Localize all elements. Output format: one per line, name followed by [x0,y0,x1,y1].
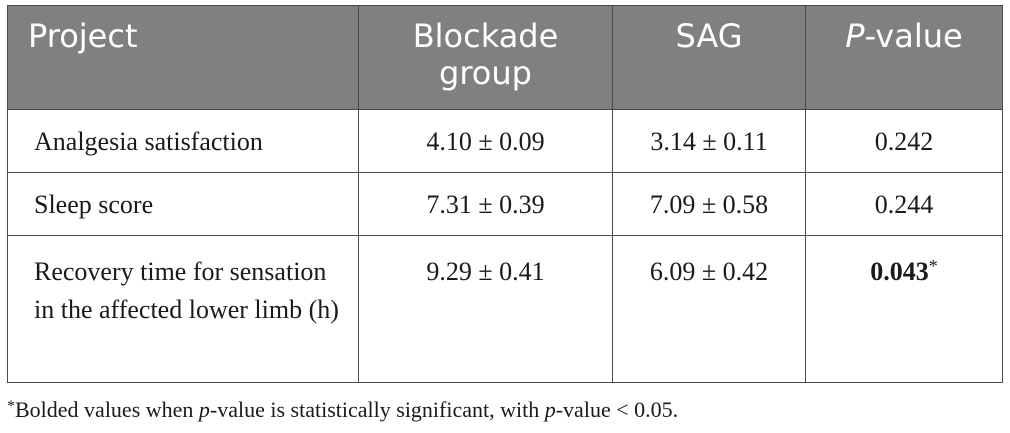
table-row: Sleep score 7.31 ± 0.39 7.09 ± 0.58 0.24… [7,172,1003,236]
results-table: Project Blockade group SAG P-value Analg… [7,5,1003,383]
cell-blockade: 9.29 ± 0.41 [358,235,613,383]
cell-sag: 7.09 ± 0.58 [612,172,806,236]
p-value-text: 0.242 [874,127,934,156]
header-sag: SAG [612,5,806,110]
table-header: Project Blockade group SAG P-value [7,5,1003,110]
header-project: Project [7,5,359,110]
footnote-marker: * [7,398,15,415]
table-row: Analgesia satisfaction 4.10 ± 0.09 3.14 … [7,109,1003,173]
footnote-p-2: p [544,397,556,422]
cell-sag: 6.09 ± 0.42 [612,235,806,383]
header-blockade-group: Blockade group [358,5,613,110]
p-value-text: 0.244 [874,190,934,219]
table-footnote: *Bolded values when p-value is statistic… [7,392,678,425]
p-value-text: 0.043 [870,257,929,286]
cell-p-value: 0.244 [805,172,1003,236]
header-row: Project Blockade group SAG P-value [7,5,1003,110]
footnote-text-2: -value is statistically significant, wit… [209,397,545,422]
header-p-suffix: -value [864,17,963,55]
cell-blockade: 4.10 ± 0.09 [358,109,613,173]
footnote-text-1: Bolded values when [15,397,199,422]
table-row: Recovery time for sensation in the affec… [7,235,1003,383]
footnote-p-1: p [198,397,210,422]
header-p-value: P-value [805,5,1003,110]
cell-project: Recovery time for sensation in the affec… [7,235,359,383]
cell-project: Sleep score [7,172,359,236]
footnote-text-3: -value < 0.05. [555,397,679,422]
cell-sag: 3.14 ± 0.11 [612,109,806,173]
significance-marker: * [928,256,938,276]
header-p-letter: P [845,17,865,55]
cell-p-value: 0.043* [805,235,1003,383]
cell-blockade: 7.31 ± 0.39 [358,172,613,236]
cell-p-value: 0.242 [805,109,1003,173]
table-body: Analgesia satisfaction 4.10 ± 0.09 3.14 … [7,109,1003,383]
cell-project: Analgesia satisfaction [7,109,359,173]
